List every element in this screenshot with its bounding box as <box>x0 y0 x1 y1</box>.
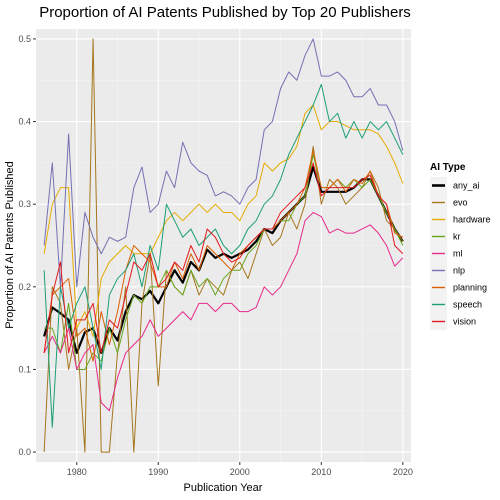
series-line-nlp <box>43 38 404 288</box>
x-tick-label: 1990 <box>148 467 168 477</box>
x-tick-label: 2000 <box>230 467 250 477</box>
y-tick-label: 0.0 <box>18 447 31 457</box>
series-line-kr <box>44 154 404 370</box>
legend-label: vision <box>453 317 476 327</box>
y-axis: 0.0 0.1 0.2 0.3 0.4 0.5 <box>18 34 36 457</box>
x-tick-label: 2010 <box>311 467 331 477</box>
legend-title: AI Type <box>430 162 466 173</box>
legend-label: any_ai <box>453 181 480 191</box>
legend-label: hardware <box>453 215 491 225</box>
y-tick-label: 0.4 <box>18 117 31 127</box>
series-line-hardware <box>43 104 404 337</box>
series-line-vision <box>43 162 404 354</box>
series-line-ml <box>43 211 404 412</box>
legend-label: nlp <box>453 266 465 276</box>
x-axis-title: Publication Year <box>184 482 263 494</box>
legend-label: speech <box>453 300 482 310</box>
legend-label: ml <box>453 249 463 259</box>
y-tick-label: 0.3 <box>18 199 31 209</box>
y-axis-title: Proportion of AI Patents Published <box>4 161 16 329</box>
y-tick-label: 0.2 <box>18 282 31 292</box>
chart-title: Proportion of AI Patents Published by To… <box>39 4 411 21</box>
series-lines <box>43 38 404 453</box>
y-tick-label: 0.1 <box>18 364 31 374</box>
y-tick-label: 0.5 <box>18 34 31 44</box>
x-axis: 1980 1990 2000 2010 2020 <box>67 462 413 477</box>
legend-label: planning <box>453 283 487 293</box>
x-tick-label: 1980 <box>67 467 87 477</box>
x-tick-label: 2020 <box>393 467 413 477</box>
legend-label: evo <box>453 198 468 208</box>
legend-label: kr <box>453 232 461 242</box>
series-line-speech <box>43 83 404 428</box>
series-line-evo <box>43 38 404 453</box>
